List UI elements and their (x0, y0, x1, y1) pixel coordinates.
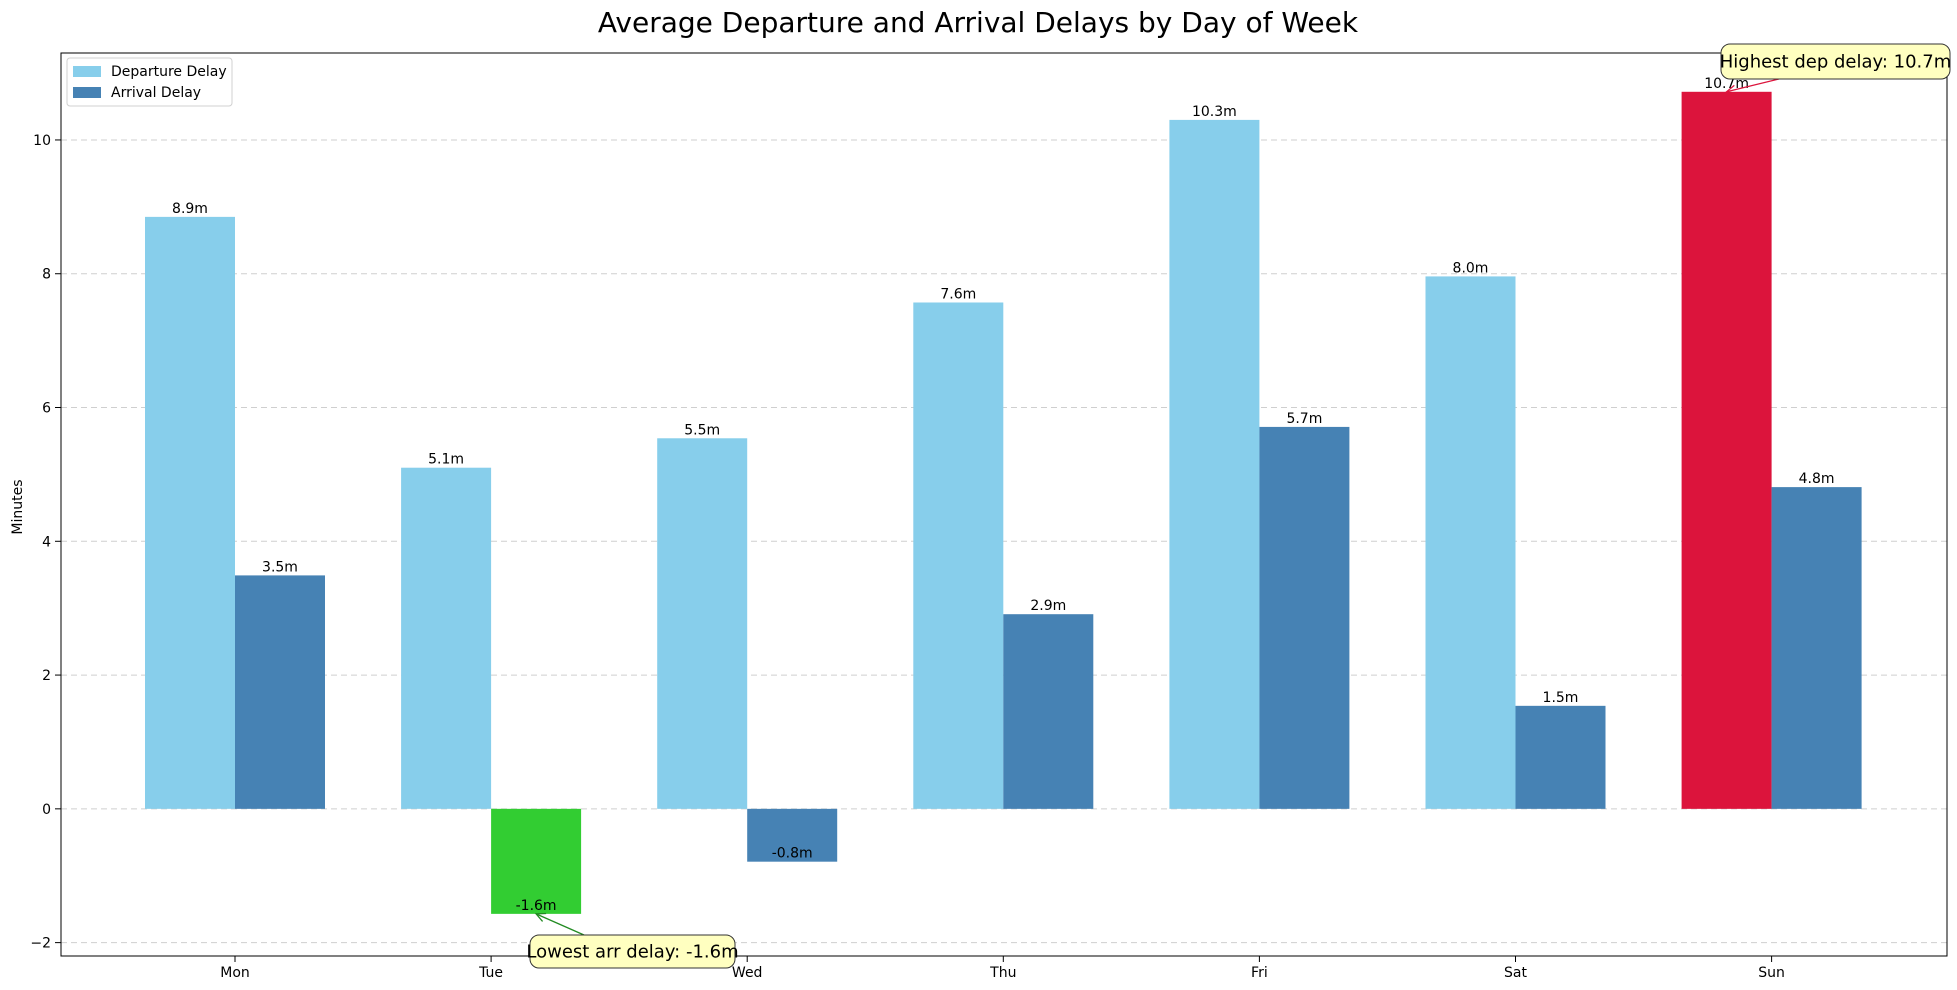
annotation-box (529, 934, 736, 969)
departure-bar-sun (1681, 91, 1772, 809)
departure-bar-thu (913, 302, 1004, 809)
data-label: -1.6m (516, 898, 557, 914)
data-label: 7.6m (940, 286, 976, 302)
arrival-bar-thu (1003, 614, 1094, 809)
data-label: -0.8m (772, 846, 813, 862)
x-tick-label: Wed (732, 965, 763, 981)
annotation-text: Lowest arr delay: -1.6m (526, 942, 738, 963)
y-tick-label: 6 (42, 401, 51, 417)
y-tick-label: 10 (33, 133, 51, 149)
annotation-arrowhead (534, 912, 547, 922)
data-label: 4.8m (1799, 471, 1835, 487)
data-label: 8.0m (1453, 260, 1489, 276)
data-label: 3.5m (262, 559, 298, 575)
departure-bar-fri (1169, 119, 1260, 809)
legend-swatch (73, 87, 101, 98)
data-label: 2.9m (1030, 598, 1066, 614)
arrival-bar-sat (1515, 705, 1606, 809)
y-axis-title: Minutes (10, 479, 26, 534)
data-label: 5.5m (684, 422, 720, 438)
data-label: 8.9m (172, 201, 208, 217)
legend-box (66, 57, 233, 107)
x-tick-label: Mon (220, 965, 250, 981)
chart-title: Average Departure and Arrival Delays by … (598, 6, 1359, 39)
legend-label: Arrival Delay (111, 85, 201, 101)
annotation-arrow (535, 913, 585, 936)
x-tick-label: Tue (478, 965, 503, 981)
arrival-bar-mon (235, 575, 325, 809)
x-tick-label: Fri (1251, 965, 1268, 981)
annotation-box (1720, 43, 1951, 80)
data-label: 10.7m (1704, 76, 1749, 92)
annotation-text: Highest dep delay: 10.7m (1720, 52, 1952, 73)
annotation-arrowhead (1725, 84, 1737, 95)
y-tick-label: −2 (30, 936, 51, 952)
y-tick-label: 4 (42, 534, 51, 550)
data-label: 5.1m (428, 452, 464, 468)
x-tick-label: Sun (1758, 965, 1785, 981)
departure-bar-tue (401, 467, 492, 809)
x-tick-label: Sat (1504, 965, 1527, 981)
data-label: 5.7m (1286, 411, 1322, 427)
legend-swatch (73, 66, 101, 77)
y-tick-label: 0 (42, 802, 51, 818)
arrival-bar-wed (747, 808, 838, 862)
x-tick-label: Thu (989, 965, 1016, 981)
data-label: 10.3m (1192, 104, 1237, 120)
departure-bar-wed (657, 438, 748, 809)
arrival-bar-fri (1259, 426, 1350, 809)
arrival-bar-tue (491, 808, 582, 914)
legend-label: Departure Delay (111, 64, 227, 80)
data-label: 1.5m (1543, 690, 1579, 706)
y-tick-label: 8 (42, 267, 51, 283)
annotation-arrow (1726, 78, 1780, 93)
departure-bar-mon (145, 216, 235, 809)
plot-frame (60, 52, 1948, 957)
arrival-bar-sun (1771, 487, 1862, 809)
y-tick-label: 2 (42, 668, 51, 684)
departure-bar-sat (1425, 276, 1516, 809)
